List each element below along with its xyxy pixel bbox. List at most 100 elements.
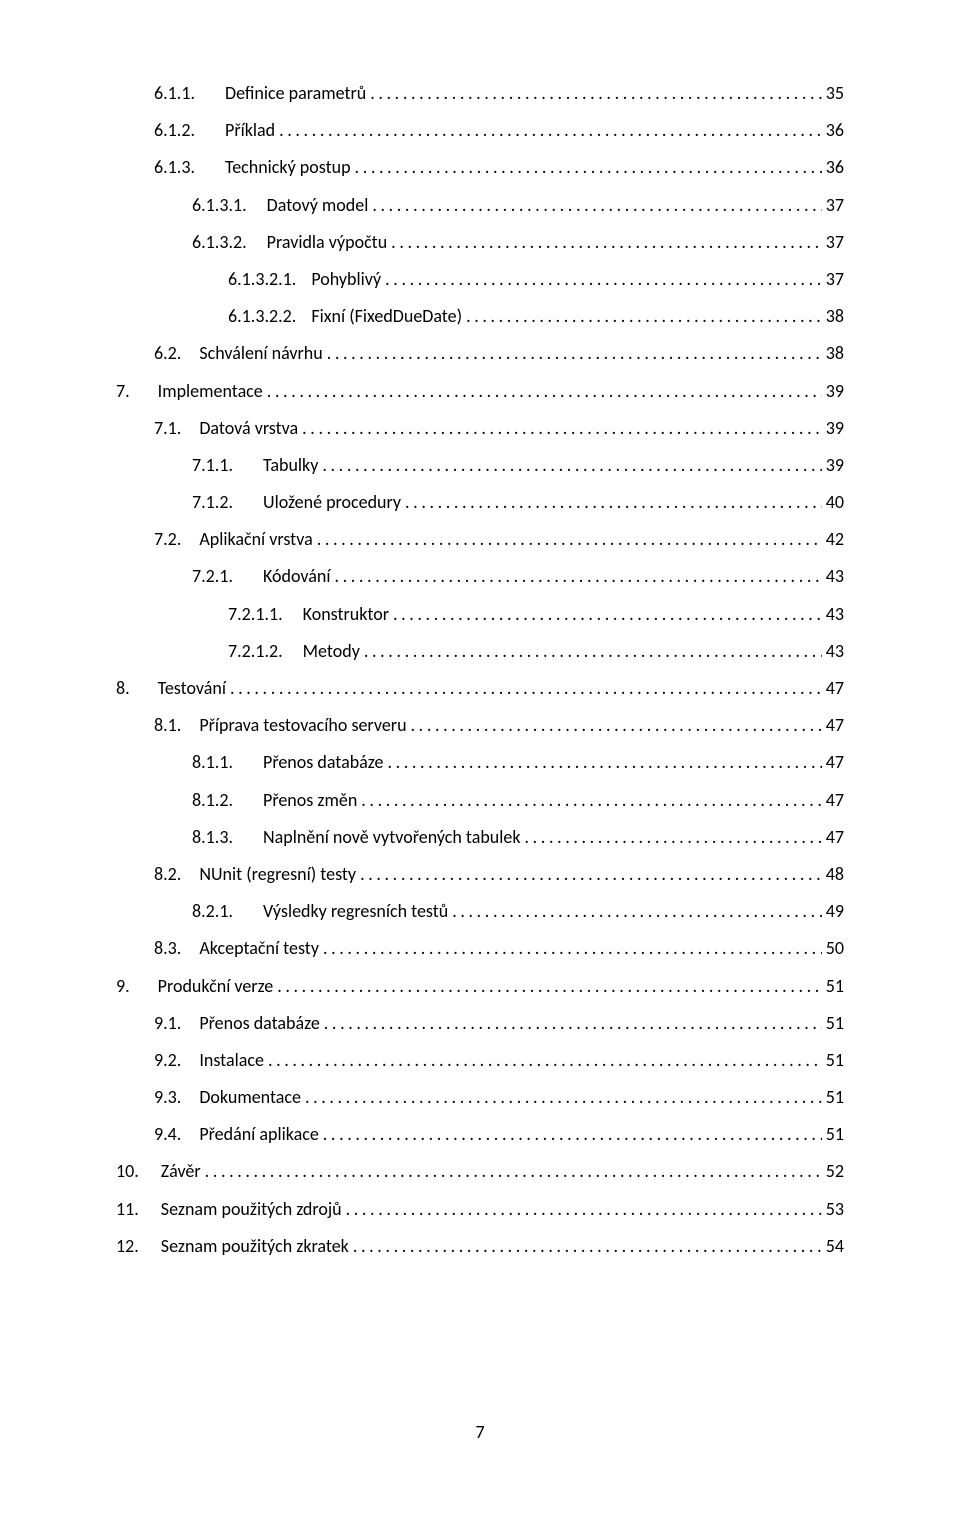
- toc-entry-page: 47: [826, 716, 844, 734]
- toc-entry[interactable]: 6.1.3.2.Pravidla výpočtu 37: [116, 233, 844, 251]
- toc-entry[interactable]: 8.1.2.Přenos změn 47: [116, 791, 844, 809]
- toc-entry-number: 9.: [116, 977, 130, 995]
- toc-entry[interactable]: 6.1.2.Příklad 36: [116, 121, 844, 139]
- toc-entry[interactable]: 6.1.3.2.2. Fixní (FixedDueDate) 38: [116, 307, 844, 325]
- toc-leader-dots: [361, 791, 821, 809]
- page-number: 7: [0, 1421, 960, 1443]
- toc-entry[interactable]: 6.1.3.2.1.Pohyblivý 37: [116, 270, 844, 288]
- toc-entry[interactable]: 7.Implementace 39: [116, 382, 844, 400]
- toc-entry-page: 43: [826, 642, 844, 660]
- toc-entry-page: 43: [826, 605, 844, 623]
- toc-entry[interactable]: 7.2.Aplikační vrstva 42: [116, 530, 844, 548]
- toc-leader-dots: [364, 642, 822, 660]
- toc-leader-dots: [372, 196, 821, 214]
- toc-entry-number: 8.1.: [154, 716, 181, 734]
- toc-entry[interactable]: 9.3.Dokumentace 51: [116, 1088, 844, 1106]
- toc-entry-number: 6.1.2.: [154, 121, 195, 139]
- toc-entry-page: 43: [826, 567, 844, 585]
- toc-entry-page: 47: [826, 791, 844, 809]
- toc-entry-title: Akceptační testy: [199, 939, 319, 957]
- toc-leader-dots: [393, 605, 822, 623]
- toc-entry[interactable]: 9.Produkční verze 51: [116, 977, 844, 995]
- toc-entry-page: 51: [826, 1125, 844, 1143]
- toc-entry[interactable]: 8.3. Akceptační testy 50: [116, 939, 844, 957]
- toc-entry-number: 12.: [116, 1237, 139, 1255]
- toc-entry[interactable]: 6.2.Schválení návrhu 38: [116, 344, 844, 362]
- toc-entry-number: 9.1.: [154, 1014, 181, 1032]
- toc-entry-number: 6.1.3.2.1.: [228, 270, 296, 288]
- toc-entry-page: 48: [826, 865, 844, 883]
- toc-entry-number: 9.2.: [154, 1051, 181, 1069]
- toc-leader-dots: [279, 121, 822, 139]
- toc-leader-dots: [360, 865, 822, 883]
- toc-entry[interactable]: 9.1.Přenos databáze 51: [116, 1014, 844, 1032]
- toc-entry-title: Definice parametrů: [225, 84, 366, 102]
- toc-entry-page: 51: [826, 1051, 844, 1069]
- toc-entry-number: 6.1.3.: [154, 158, 195, 176]
- toc-entry-title: Pravidla výpočtu: [267, 233, 388, 251]
- toc-entry[interactable]: 7.2.1. Kódování 43: [116, 567, 844, 585]
- toc-entry-number: 7.2.1.: [192, 567, 233, 585]
- toc-entry-number: 7.1.2.: [192, 493, 233, 511]
- toc-entry[interactable]: 8.1.1.Přenos databáze 47: [116, 753, 844, 771]
- toc-entry-page: 51: [826, 1014, 844, 1032]
- toc-entry-title: Fixní (FixedDueDate): [311, 307, 462, 325]
- toc-entry[interactable]: 8.2.1.Výsledky regresních testů 49: [116, 902, 844, 920]
- toc-entry-page: 38: [826, 307, 844, 325]
- toc-entry-number: 9.4.: [154, 1125, 181, 1143]
- toc-entry-number: 9.3.: [154, 1088, 181, 1106]
- toc-entry[interactable]: 10.Závěr 52: [116, 1162, 844, 1180]
- toc-entry[interactable]: 7.2.1.1. Konstruktor 43: [116, 605, 844, 623]
- toc-entry[interactable]: 9.2.Instalace 51: [116, 1051, 844, 1069]
- toc-entry-title: Schválení návrhu: [199, 344, 322, 362]
- toc-entry[interactable]: 9.4. Předání aplikace 51: [116, 1125, 844, 1143]
- toc-entry-title: Technický postup: [225, 158, 351, 176]
- toc-entry-page: 54: [826, 1237, 844, 1255]
- toc-leader-dots: [268, 1051, 822, 1069]
- toc-entry-title: Uložené procedury: [263, 493, 401, 511]
- toc-entry-number: 7.1.: [154, 419, 181, 437]
- toc-leader-dots: [323, 939, 822, 957]
- toc-leader-dots: [305, 1088, 822, 1106]
- toc-entry-page: 36: [826, 158, 844, 176]
- toc-leader-dots: [452, 902, 822, 920]
- toc-entry-title: Dokumentace: [199, 1088, 301, 1106]
- toc-entry[interactable]: 8.2.NUnit (regresní) testy 48: [116, 865, 844, 883]
- toc-entry[interactable]: 12.Seznam použitých zkratek 54: [116, 1237, 844, 1255]
- toc-entry-page: 37: [826, 233, 844, 251]
- toc-entry[interactable]: 7.1.1.Tabulky 39: [116, 456, 844, 474]
- toc-entry-title: Předání aplikace: [199, 1125, 318, 1143]
- toc-entry-title: NUnit (regresní) testy: [199, 865, 356, 883]
- toc-leader-dots: [466, 307, 822, 325]
- toc-entry[interactable]: 7.1.Datová vrstva 39: [116, 419, 844, 437]
- toc-leader-dots: [205, 1162, 822, 1180]
- toc-entry[interactable]: 6.1.1.Definice parametrů 35: [116, 84, 844, 102]
- toc-entry[interactable]: 8.Testování 47: [116, 679, 844, 697]
- toc-entry[interactable]: 7.1.2.Uložené procedury 40: [116, 493, 844, 511]
- toc-entry-title: Konstruktor: [303, 605, 389, 623]
- toc-entry-title: Naplnění nově vytvořených tabulek: [263, 828, 521, 846]
- toc-entry-page: 53: [826, 1200, 844, 1218]
- toc-entry-number: 8.1.3.: [192, 828, 233, 846]
- toc-entry-title: Kódování: [263, 567, 330, 585]
- toc-entry-number: 8.3.: [154, 939, 181, 957]
- toc-entry[interactable]: 6.1.3. Technický postup 36: [116, 158, 844, 176]
- toc-leader-dots: [277, 977, 822, 995]
- toc-entry[interactable]: 6.1.3.1.Datový model 37: [116, 196, 844, 214]
- toc-entry[interactable]: 8.1.Příprava testovacího serveru 47: [116, 716, 844, 734]
- toc-leader-dots: [267, 382, 822, 400]
- toc-entry-page: 42: [826, 530, 844, 548]
- toc-leader-dots: [346, 1200, 822, 1218]
- toc-entry-page: 50: [826, 939, 844, 957]
- toc-entry-number: 6.1.3.1.: [192, 196, 247, 214]
- toc-entry[interactable]: 8.1.3.Naplnění nově vytvořených tabulek …: [116, 828, 844, 846]
- toc-entry[interactable]: 11.Seznam použitých zdrojů 53: [116, 1200, 844, 1218]
- toc-leader-dots: [334, 567, 821, 585]
- toc-entry-number: 7.2.1.1.: [228, 605, 283, 623]
- toc-entry-number: 7.1.1.: [192, 456, 233, 474]
- toc-entry-page: 47: [826, 753, 844, 771]
- toc-leader-dots: [323, 1125, 822, 1143]
- toc-leader-dots: [387, 753, 821, 771]
- toc-entry[interactable]: 7.2.1.2.Metody 43: [116, 642, 844, 660]
- toc-entry-number: 6.1.3.2.2.: [228, 307, 296, 325]
